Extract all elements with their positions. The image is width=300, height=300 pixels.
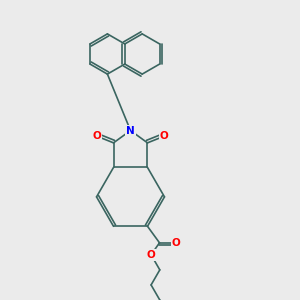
Text: O: O [172,238,180,248]
Text: O: O [147,250,155,260]
Text: O: O [160,131,168,141]
Text: O: O [93,131,101,141]
Text: N: N [126,125,135,136]
